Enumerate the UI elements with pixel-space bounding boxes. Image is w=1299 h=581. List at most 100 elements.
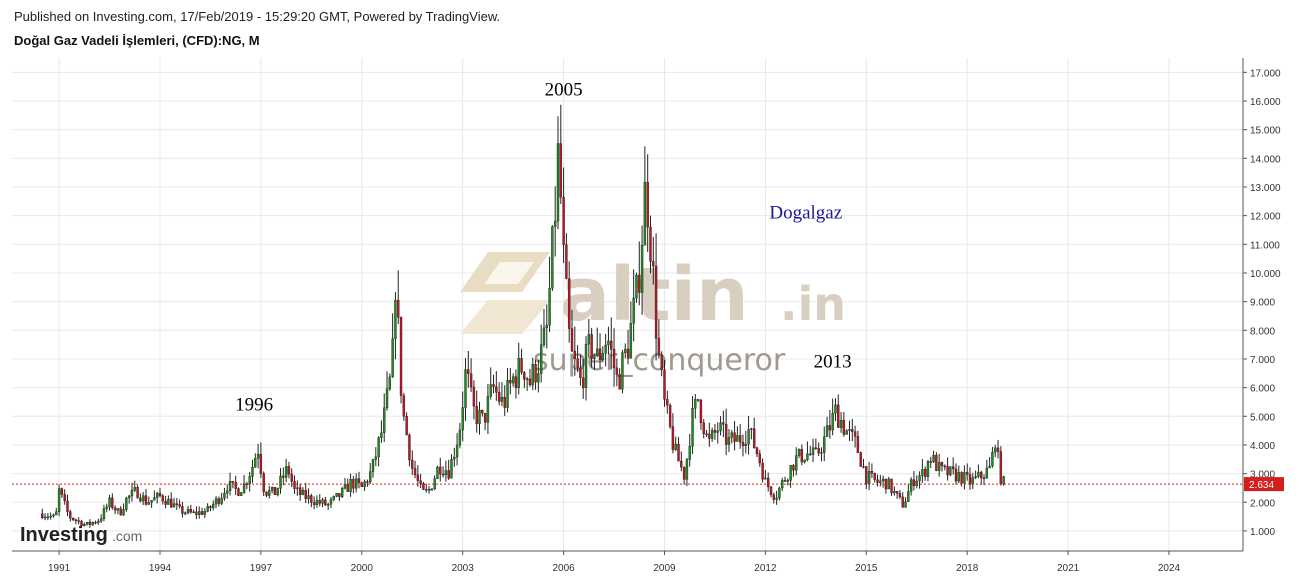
candle-body [439, 466, 442, 475]
candle-body [741, 442, 745, 447]
candle-body [88, 521, 92, 525]
candle-body [43, 516, 47, 519]
candle-body [349, 479, 352, 492]
last-price-tag [1244, 477, 1284, 492]
candle-body [730, 432, 733, 438]
candle-body [153, 497, 156, 501]
candle-body [867, 471, 871, 485]
candle-body [234, 482, 237, 489]
candle-body [296, 487, 299, 489]
candle-body [845, 430, 848, 435]
candle-body [912, 479, 916, 486]
candle-body [629, 323, 633, 359]
candle-body [876, 479, 879, 483]
candle-body [817, 448, 820, 454]
candle-body [242, 483, 246, 493]
candle-body [736, 435, 739, 442]
axes: 1.000 2.000 3.000 4.000 5.000 6.000 7.000 8.000… [12, 58, 1284, 574]
candle-body [587, 334, 591, 345]
candle-body [506, 380, 509, 408]
candle-body [761, 462, 764, 480]
candle-body [340, 488, 344, 497]
candle-body [825, 425, 829, 437]
candle-body [144, 495, 148, 505]
y-tick-label: 8.000 [1250, 326, 1275, 337]
y-tick-label: 12.000 [1250, 212, 1281, 223]
candle-body [584, 343, 588, 388]
x-tick-label: 2015 [855, 563, 878, 574]
candle-body [551, 226, 554, 289]
candle-body [923, 469, 927, 477]
candle-body [935, 454, 938, 471]
candle-body [764, 477, 767, 480]
candle-body [893, 491, 896, 494]
candle-body [915, 480, 918, 486]
candle-body [427, 489, 431, 491]
candle-body [464, 369, 467, 408]
candle-body [52, 514, 55, 517]
candle-body [966, 472, 969, 475]
candle-body [750, 428, 753, 430]
candle-body [789, 465, 792, 481]
candle-body [705, 433, 708, 436]
candle-body [324, 499, 327, 506]
candle-body [851, 429, 854, 432]
candle-body [141, 495, 145, 502]
candle-body [865, 466, 868, 485]
x-tick-label: 2003 [452, 563, 475, 574]
y-tick-label: 14.000 [1250, 154, 1281, 165]
candle-body [130, 489, 134, 497]
candle-body [453, 456, 456, 460]
y-tick-label: 5.000 [1250, 412, 1275, 423]
candle-body [660, 354, 663, 370]
candle-body [837, 404, 840, 428]
candle-body [256, 453, 260, 459]
candle-body [189, 509, 193, 513]
candle-body [262, 473, 265, 493]
candle-body [326, 504, 330, 506]
candle-body [394, 299, 397, 339]
candle-body [212, 503, 215, 508]
candle-body [626, 348, 630, 359]
candle-body [369, 471, 372, 483]
candle-body [668, 404, 672, 427]
candle-body [531, 364, 534, 386]
y-tick-label: 2.000 [1250, 498, 1275, 509]
candle-body [624, 348, 627, 353]
candle-body [545, 324, 548, 329]
candle-body [83, 524, 86, 527]
x-tick-label: 2006 [552, 563, 575, 574]
candle-body [172, 503, 176, 508]
candle-body [500, 396, 504, 402]
candle-body [949, 466, 952, 476]
candle-body [537, 373, 540, 383]
candle-body [615, 367, 619, 375]
candle-body [116, 508, 120, 511]
candle-body [612, 349, 616, 369]
candle-body [226, 490, 229, 494]
candle-body [870, 471, 874, 474]
candle-body [926, 461, 930, 477]
candle-body [733, 432, 736, 442]
candle-body [800, 449, 804, 463]
candle-body [411, 459, 414, 469]
candle-body [105, 506, 108, 509]
candle-body [220, 497, 223, 504]
candle-body [834, 404, 837, 414]
candle-body [503, 396, 506, 408]
candle-body [276, 488, 279, 496]
candle-body [839, 420, 843, 428]
watermark: altin .in super_conqueror [460, 252, 846, 378]
candle-body [293, 481, 296, 489]
symbol-title: Doğal Gaz Vadeli İşlemleri, (CFD):NG, M [14, 33, 260, 48]
candle-body [797, 449, 801, 456]
candle-body [918, 475, 921, 482]
candle-body [259, 453, 263, 474]
candle-body [985, 467, 989, 479]
candle-body [767, 477, 770, 488]
candle-body [489, 384, 492, 397]
candle-body [248, 476, 251, 485]
candle-body [444, 470, 448, 476]
candle-body [483, 412, 487, 423]
